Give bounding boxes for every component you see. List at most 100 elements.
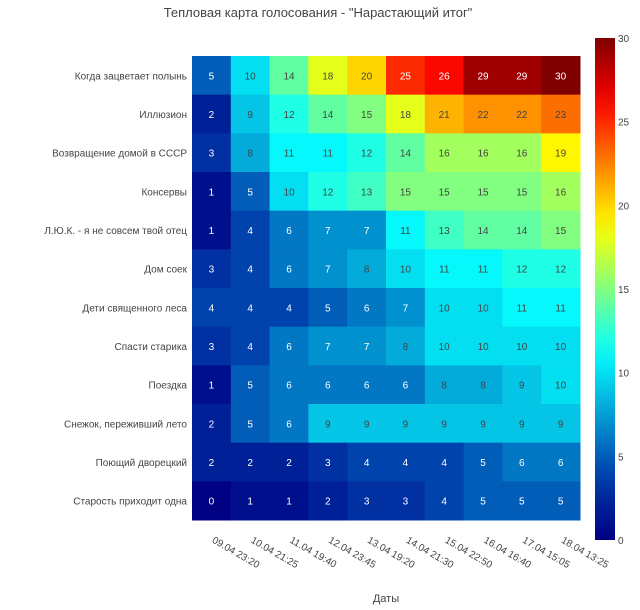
heatmap-cell — [230, 210, 271, 250]
cell-value-label: 7 — [325, 342, 331, 353]
heatmap-cell — [308, 133, 348, 173]
x-axis-title: Даты — [373, 593, 399, 605]
cell-value-label: 10 — [245, 71, 257, 82]
heatmap-cell — [347, 288, 387, 328]
cell-value-label: 1 — [286, 497, 292, 508]
heatmap-cell — [347, 210, 387, 250]
cell-value-label: 9 — [325, 419, 331, 430]
heatmap-cell — [424, 56, 465, 96]
cell-value-label: 3 — [403, 497, 409, 508]
heatmap-cell — [308, 326, 348, 366]
heatmap-cell — [347, 56, 387, 96]
cell-value-label: 6 — [364, 381, 370, 392]
heatmap-cell — [463, 442, 503, 482]
heatmap-cell — [386, 442, 426, 482]
heatmap-cell — [424, 365, 465, 405]
heatmap-cell — [502, 249, 542, 289]
cell-value-label: 6 — [558, 458, 564, 469]
heatmap-cell — [541, 56, 581, 96]
cell-value-label: 4 — [247, 226, 253, 237]
cell-value-label: 29 — [516, 71, 528, 82]
heatmap-cell — [424, 288, 465, 328]
cell-value-label: 9 — [441, 419, 447, 430]
cell-value-label: 6 — [364, 303, 370, 314]
cell-value-label: 3 — [325, 458, 331, 469]
colorbar-tick-label: 10 — [618, 369, 630, 380]
cell-value-label: 2 — [209, 419, 215, 430]
y-tick-label: Дом соек — [144, 265, 187, 276]
heatmap-cell — [502, 442, 542, 482]
y-tick-label: Поездка — [149, 381, 188, 392]
cell-value-label: 10 — [516, 342, 528, 353]
cell-value-label: 10 — [555, 381, 567, 392]
cell-value-label: 9 — [364, 419, 370, 430]
cell-value-label: 12 — [283, 110, 295, 121]
cell-value-label: 16 — [477, 149, 489, 160]
heatmap-cell — [230, 365, 271, 405]
heatmap-cell — [192, 210, 232, 250]
heatmap-cell — [424, 442, 465, 482]
heatmap-cell — [463, 481, 503, 521]
cell-value-label: 5 — [480, 497, 486, 508]
heatmap-cell — [347, 481, 387, 521]
cell-value-label: 14 — [322, 110, 334, 121]
heatmap-cell — [230, 288, 271, 328]
cell-value-label: 3 — [209, 342, 215, 353]
cell-value-label: 4 — [403, 458, 409, 469]
heatmap-cell — [308, 56, 348, 96]
heatmap-cell — [347, 172, 387, 212]
cell-value-label: 9 — [247, 110, 253, 121]
heatmap-cell — [192, 365, 232, 405]
heatmap-cell — [230, 56, 271, 96]
heatmap-cell — [308, 365, 348, 405]
heatmap-cell — [424, 94, 465, 134]
cell-value-label: 29 — [477, 71, 489, 82]
heatmap-cell — [463, 172, 503, 212]
cell-value-label: 5 — [209, 71, 215, 82]
cell-value-label: 10 — [439, 342, 451, 353]
cell-value-label: 4 — [209, 303, 215, 314]
heatmap-cell — [386, 172, 426, 212]
heatmap-cell — [424, 210, 465, 250]
cell-value-label: 15 — [477, 187, 489, 198]
heatmap-cell — [463, 365, 503, 405]
heatmap-cell — [386, 404, 426, 444]
heatmap-cell — [308, 210, 348, 250]
cell-value-label: 7 — [403, 303, 409, 314]
heatmap-cell — [269, 210, 309, 250]
cell-value-label: 11 — [478, 265, 489, 276]
cell-value-label: 9 — [403, 419, 409, 430]
heatmap-cell — [308, 481, 348, 521]
heatmap-cell — [347, 326, 387, 366]
cell-value-label: 22 — [477, 110, 489, 121]
heatmap-cell — [541, 288, 581, 328]
cell-value-label: 1 — [209, 187, 215, 198]
cell-value-label: 1 — [209, 381, 215, 392]
heatmap-cell — [463, 133, 503, 173]
y-axis-labels: Когда зацветает полынь Иллюзион Возвращени… — [44, 71, 187, 507]
colorbar-tick-label: 5 — [618, 452, 624, 463]
heatmap-cell — [541, 442, 581, 482]
heatmap-cell — [230, 481, 271, 521]
heatmap-cell — [386, 133, 426, 173]
cell-value-label: 12 — [361, 149, 373, 160]
y-tick-label: Дети священного леса — [82, 303, 187, 314]
cell-value-label: 7 — [364, 226, 370, 237]
cell-value-label: 3 — [364, 497, 370, 508]
heatmap-cell — [269, 326, 309, 366]
y-tick-label: Спасти старика — [115, 342, 188, 353]
cell-value-label: 4 — [364, 458, 370, 469]
cell-value-label: 5 — [480, 458, 486, 469]
heatmap-cell — [502, 94, 542, 134]
heatmap-cell — [269, 442, 309, 482]
heatmap-cell — [230, 249, 271, 289]
cell-value-label: 13 — [439, 226, 451, 237]
heatmap-cell — [269, 404, 309, 444]
cell-value-label: 2 — [247, 458, 253, 469]
heatmap-cell — [463, 94, 503, 134]
heatmap-cell — [386, 210, 426, 250]
cell-value-label: 30 — [555, 71, 567, 82]
cell-value-label: 10 — [477, 303, 489, 314]
y-tick-label: Поющий дворецкий — [96, 458, 187, 469]
